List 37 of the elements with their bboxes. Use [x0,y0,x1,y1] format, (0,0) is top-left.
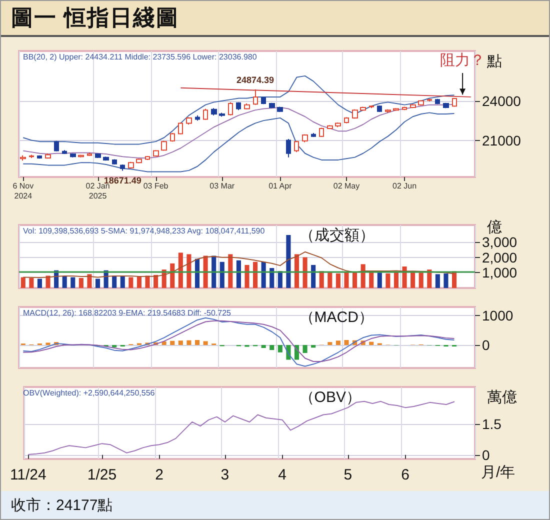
x-tick-label: 6 Nov 2024 [12,182,34,200]
annotation: 阻力？ [440,52,486,69]
y-tick-label: 3,000 [482,234,518,250]
chart-title: 圖一 恒指日綫圖 [1,1,549,37]
x-tick-label: 02 May [333,182,360,190]
chart-title: （MACD） [299,309,374,326]
x-tick-label: 6 [401,466,410,484]
y-axis-title: 萬億 [487,389,517,406]
y-axis-title: 點 [486,53,502,70]
x-tick-label: 2 [155,466,164,484]
chart-title: （成交額） [299,227,374,244]
x-tick-label: 3 [220,466,230,484]
y-tick-label: 1.5 [482,416,502,432]
x-tick-label: 5 [344,466,352,484]
x-tick-label: 03 Mar [210,182,235,190]
x-axis-title: 月/年 [481,464,516,481]
x-tick-label: 02 Jun [392,182,417,190]
annotation: MACD(12, 26): 168.82203 9-EMA: 219.54683 Diff: -50.725 [23,308,232,318]
x-tick-label: 11/24 [10,466,46,484]
annotation: Vol: 109,398,536,693 5-SMA: 91,974,948,233 Avg: 108,047,411,590 [23,226,266,236]
y-tick-label: 24000 [482,92,522,109]
annotation: BB(20, 2) Upper: 24434.211 Middle: 23735.596 Lower: 23036.980 [23,52,258,62]
annotation: OBV(Weighted): +2,590,644,250,556 [23,388,156,398]
x-tick-label: 03 Feb [143,182,169,190]
y-tick-label: 0 [482,446,490,463]
y-tick-label: 21000 [482,132,522,148]
y-tick-label: 1,000 [482,264,518,281]
y-tick-label: 1000 [482,308,514,324]
y-tick-label: 0 [482,337,490,354]
y-tick-label: 2,000 [482,249,518,266]
chart-title: （OBV） [299,389,361,406]
text: 收市：24177點 [1,491,549,519]
annotation: 24874.39 [236,74,274,85]
y-axis-title: 億 [487,219,502,236]
x-tick-label: 1/25 [87,466,117,484]
x-tick-label: 01 Apr [268,182,292,190]
x-tick-label: 4 [278,466,286,484]
